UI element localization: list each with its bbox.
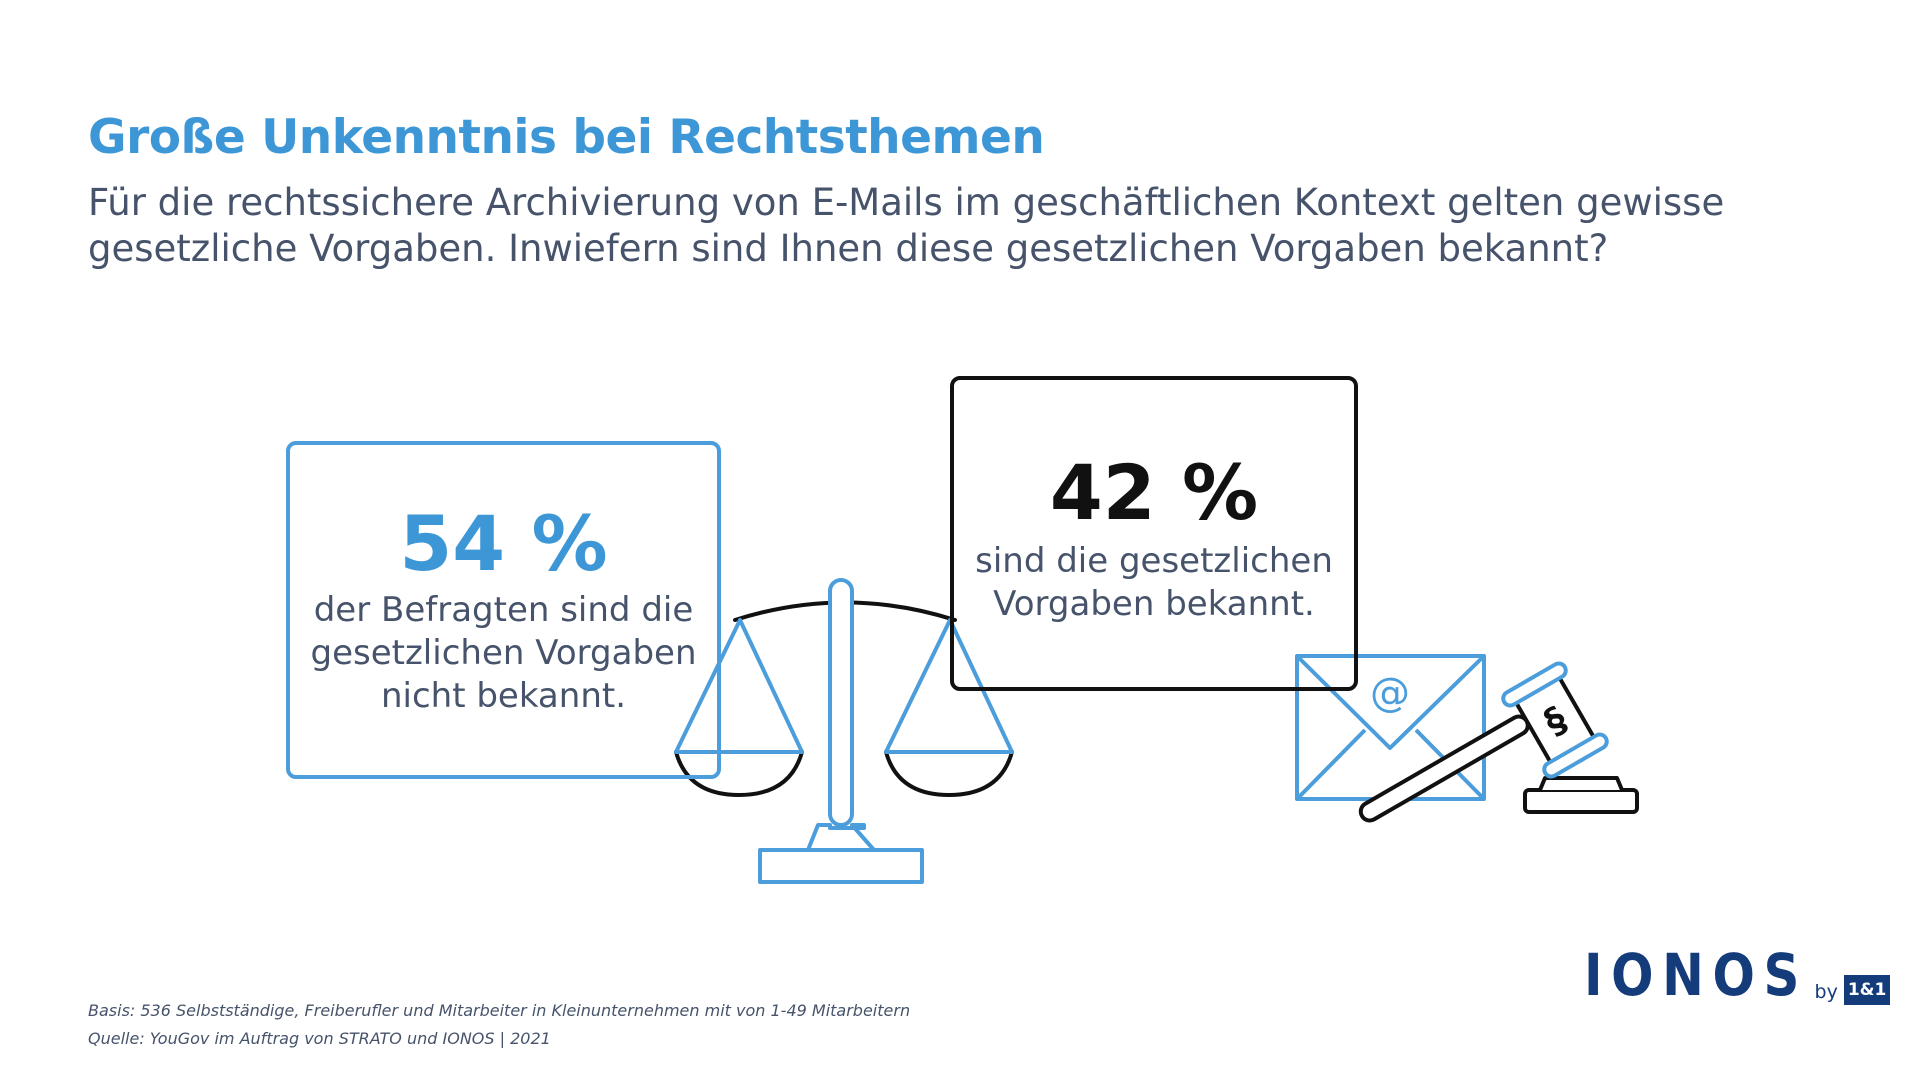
page-title: Große Unkenntnis bei Rechtsthemen: [88, 110, 1045, 165]
stat-card-known: 42 % sind die gesetzlichen Vorgaben beka…: [950, 376, 1358, 691]
stat-value-not-known: 54 %: [399, 499, 608, 588]
logo-brand-badge: 1&1: [1843, 975, 1891, 1005]
scale-icon: [674, 578, 1014, 884]
gavel-icon: §: [1358, 661, 1639, 823]
stat-text-not-known: der Befragten sind die gesetzlichen Vorg…: [310, 590, 697, 716]
envelope-icon: @: [1295, 654, 1486, 801]
logo-wordmark: IONOS: [1584, 941, 1809, 1009]
footnote-source: Quelle: YouGov im Auftrag von STRATO und…: [88, 1029, 551, 1048]
logo-by: by: [1814, 981, 1838, 1003]
ionos-logo: IONOS by 1&1: [1584, 941, 1891, 1009]
stat-card-not-known: 54 % der Befragten sind die gesetzlichen…: [286, 441, 721, 779]
stat-text-known: sind die gesetzlichen Vorgaben bekannt.: [975, 541, 1333, 624]
footnote-basis: Basis: 536 Selbstständige, Freiberufler …: [88, 1001, 911, 1020]
page-subtitle: Für die rechtssichere Archivierung von E…: [88, 181, 1725, 270]
at-sign-icon: @: [1370, 670, 1410, 716]
stat-value-known: 42 %: [1049, 448, 1259, 537]
